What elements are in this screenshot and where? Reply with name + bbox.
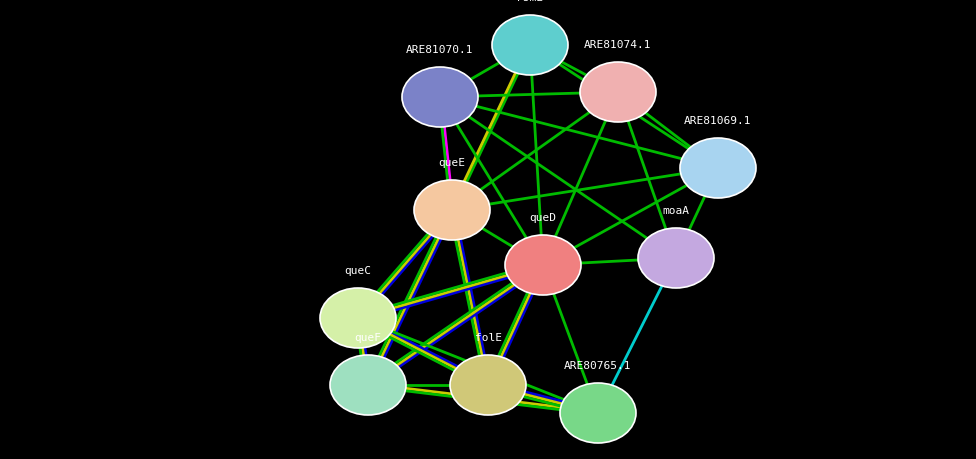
Ellipse shape xyxy=(492,15,568,75)
Text: queC: queC xyxy=(345,266,372,276)
Text: ARE81070.1: ARE81070.1 xyxy=(406,45,473,55)
Text: ARE81074.1: ARE81074.1 xyxy=(585,40,652,50)
Text: queE: queE xyxy=(438,158,466,168)
Text: rsmE: rsmE xyxy=(516,0,544,3)
Ellipse shape xyxy=(330,355,406,415)
Ellipse shape xyxy=(402,67,478,127)
Ellipse shape xyxy=(680,138,756,198)
Text: moaA: moaA xyxy=(663,206,689,216)
Text: ARE81069.1: ARE81069.1 xyxy=(684,116,752,126)
Ellipse shape xyxy=(320,288,396,348)
Ellipse shape xyxy=(638,228,714,288)
Ellipse shape xyxy=(450,355,526,415)
Ellipse shape xyxy=(580,62,656,122)
Text: queF: queF xyxy=(354,333,382,343)
Text: folE: folE xyxy=(474,333,502,343)
Text: ARE80765.1: ARE80765.1 xyxy=(564,361,631,371)
Ellipse shape xyxy=(414,180,490,240)
Ellipse shape xyxy=(505,235,581,295)
Ellipse shape xyxy=(560,383,636,443)
Text: queD: queD xyxy=(530,213,556,223)
